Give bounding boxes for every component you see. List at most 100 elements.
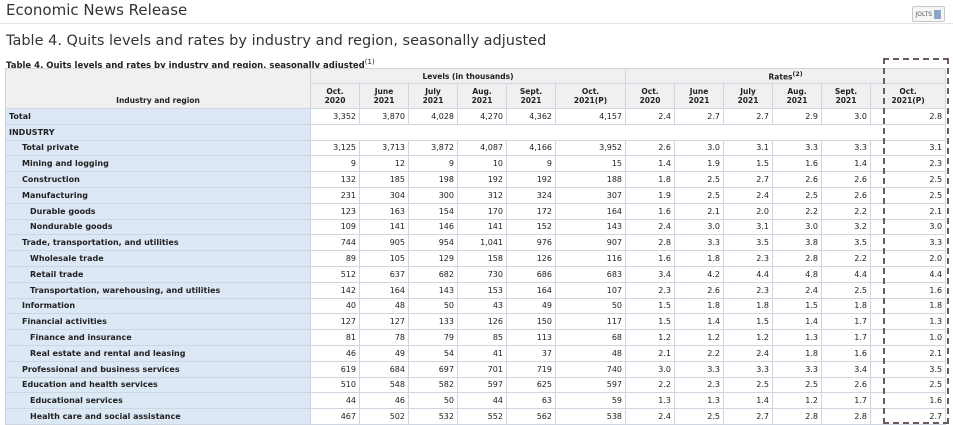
- table-cell: 3.3: [674, 360, 725, 378]
- table-cell: 3.0: [674, 218, 725, 236]
- table-row: Real estate and rental and leasing 46 49 54…: [5, 344, 947, 362]
- table-row: Manufacturing 231 304 300 312 324 307 1.9 2.5 2.4…: [5, 186, 947, 204]
- table-cell: 4.4: [821, 265, 872, 283]
- table-cell: 2.0: [723, 202, 774, 220]
- table-cell: 3,713: [359, 139, 409, 157]
- table-cell: 3.0: [821, 108, 872, 125]
- column-header: Sept. 2021: [506, 83, 556, 109]
- table-cell: 164: [554, 202, 627, 220]
- table-cell: 1.8: [821, 297, 872, 315]
- table-cell: 49: [506, 297, 556, 315]
- table-cell: 1.6: [870, 392, 947, 410]
- table-cell: 68: [554, 329, 627, 346]
- table-cell: 2.0: [870, 250, 947, 267]
- row-label: Durable goods: [5, 202, 311, 220]
- table-cell: 163: [359, 202, 409, 220]
- column-header-month: Sept.: [834, 87, 858, 96]
- table-cell: 740: [554, 360, 627, 378]
- column-header-month: July: [425, 87, 441, 96]
- column-header: July 2021: [723, 83, 774, 109]
- table-cell: 15: [554, 155, 627, 173]
- table-cell: 1.5: [772, 297, 823, 315]
- rates-footnote-link[interactable]: (2): [792, 70, 803, 78]
- table-cell: 2.4: [723, 344, 774, 362]
- table-row: Total 3,352 3,870 4,028 4,270 4,362 4,157 2.4 2.…: [5, 108, 947, 125]
- table-cell: 2.2: [674, 344, 725, 362]
- site-title: Economic News Release: [6, 1, 188, 19]
- table-cell: 304: [359, 186, 409, 204]
- row-label: Educational services: [5, 392, 311, 410]
- table-cell: 1.6: [821, 344, 872, 362]
- table-cell: 1.8: [674, 297, 725, 315]
- table-cell: 538: [554, 408, 627, 425]
- column-header: Aug. 2021: [457, 83, 507, 109]
- table-cell: 3,352: [310, 108, 360, 125]
- table-cell: 54: [408, 344, 458, 362]
- table-cell: 50: [408, 392, 458, 410]
- table-cell: 1.3: [674, 392, 725, 410]
- table-cell: 4,087: [457, 139, 507, 157]
- table-cell: 158: [457, 250, 507, 267]
- column-header-month: Oct.: [899, 87, 917, 96]
- table-cell: 510: [310, 376, 360, 394]
- table-cell: 597: [554, 376, 627, 394]
- table-cell: 2.1: [674, 202, 725, 220]
- table-cell: 3.0: [625, 360, 676, 378]
- table-cell: 59: [554, 392, 627, 410]
- table-row: Transportation, warehousing, and utiliti…: [5, 281, 947, 299]
- table-cell: 2.2: [821, 202, 872, 220]
- table-cell: 1.9: [674, 155, 725, 173]
- table-cell: 1.7: [821, 392, 872, 410]
- table-cell: 1.4: [772, 313, 823, 331]
- table-cell: 2.7: [674, 108, 725, 125]
- table-cell: 4,157: [554, 108, 627, 125]
- table-cell: 152: [506, 218, 556, 236]
- table-cell: 2.5: [674, 186, 725, 204]
- table-cell: 2.7: [870, 408, 947, 425]
- table-cell: 3.0: [674, 139, 725, 157]
- table-row: Financial activities 127 127 133 126 150 117 1.…: [5, 313, 947, 331]
- column-header: June 2021: [674, 83, 725, 109]
- table-body: Total 3,352 3,870 4,028 4,270 4,362 4,157 2.4 2.…: [5, 108, 947, 425]
- header-divider: [0, 23, 953, 24]
- table-cell: 686: [506, 265, 556, 283]
- table-cell: 3.5: [870, 360, 947, 378]
- table-cell: 126: [506, 250, 556, 267]
- row-label: Education and health services: [5, 376, 311, 394]
- table-cell: 2.7: [723, 171, 774, 188]
- rates-header-label: Rates: [768, 72, 793, 82]
- table-cell: 701: [457, 360, 507, 378]
- table-cell: 1.4: [625, 155, 676, 173]
- table-cell: 126: [457, 313, 507, 331]
- table-cell: 40: [310, 297, 360, 315]
- table-cell: 976: [506, 234, 556, 252]
- table-cell: 2.3: [723, 281, 774, 299]
- column-header-year: 2021(P): [891, 96, 925, 105]
- table-cell: 3,125: [310, 139, 360, 157]
- column-header-year: 2021: [471, 96, 493, 105]
- table-cell: 2.8: [772, 408, 823, 425]
- column-header-year: 2021: [835, 96, 857, 105]
- column-header-month: Aug.: [787, 87, 807, 96]
- table-cell: 10: [457, 155, 507, 173]
- section-row: INDUSTRY: [5, 123, 947, 141]
- table-cell: 116: [554, 250, 627, 267]
- column-header-month: Aug.: [472, 87, 492, 96]
- row-label: Mining and logging: [5, 155, 311, 173]
- table-cell: 141: [457, 218, 507, 236]
- pdf-label: JOLTS: [915, 10, 932, 18]
- caption-footnote-link[interactable]: (1): [364, 58, 375, 66]
- pdf-button[interactable]: JOLTS: [911, 6, 945, 22]
- table-cell: 132: [310, 171, 360, 188]
- table-cell: 2.7: [723, 108, 774, 125]
- column-header-month: Oct.: [581, 87, 600, 96]
- table-cell: 172: [506, 202, 556, 220]
- table-cell: 3,952: [554, 139, 627, 157]
- row-label: Transportation, warehousing, and utiliti…: [5, 281, 311, 299]
- table-cell: 2.5: [870, 186, 947, 204]
- table-cell: 44: [310, 392, 360, 410]
- table-row: Professional and business services 619 684…: [5, 360, 947, 378]
- table-cell: 133: [408, 313, 458, 331]
- table-cell: 2.2: [821, 250, 872, 267]
- table-cell: 3,870: [359, 108, 409, 125]
